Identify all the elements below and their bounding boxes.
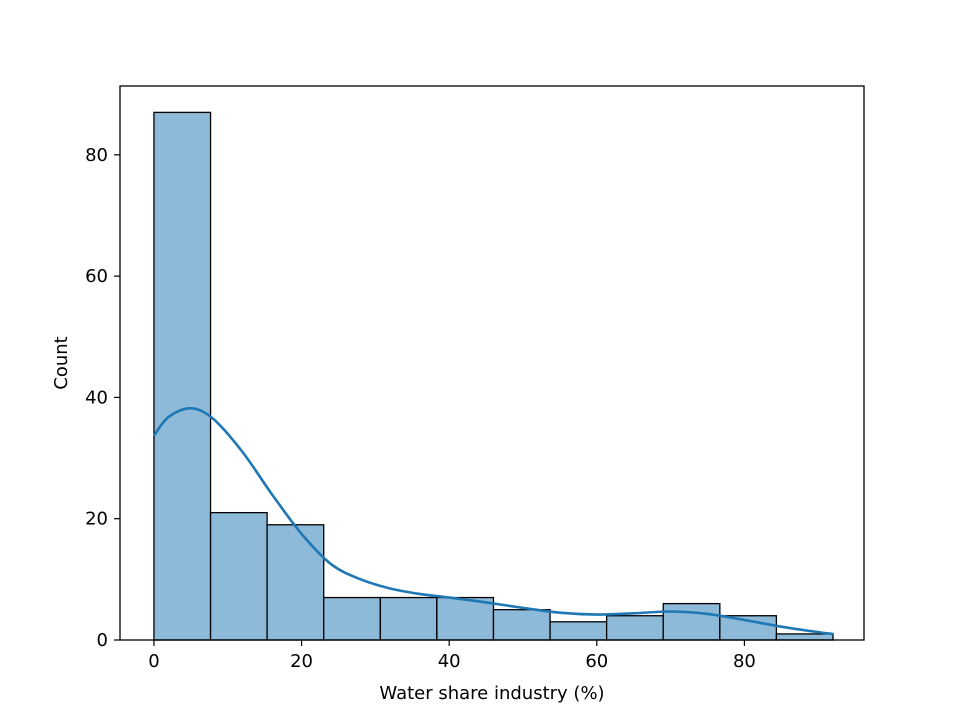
histogram-bar: [549, 621, 608, 641]
histogram-bar: [209, 511, 268, 641]
histogram-bar: [379, 596, 438, 641]
histogram-bar: [662, 602, 721, 641]
x-tick-label: 20: [290, 651, 313, 672]
x-axis-ticks: 0 20 40 60 80: [148, 640, 756, 672]
bars-layer: [153, 111, 834, 641]
x-tick-label: 80: [733, 651, 756, 672]
y-tick-label: 60: [85, 266, 108, 287]
y-axis-ticks: 0 20 40 60 80: [85, 145, 120, 651]
x-tick-label: 60: [585, 651, 608, 672]
histogram-bar: [323, 596, 381, 641]
x-axis-label: Water share industry (%): [379, 683, 604, 704]
y-tick-label: 80: [85, 145, 108, 166]
histogram-bar: [775, 633, 834, 641]
plot-frame: [119, 85, 865, 641]
y-tick-label: 0: [97, 630, 108, 651]
histogram-bar: [266, 524, 325, 641]
y-axis-label: Count: [51, 336, 72, 389]
kde-curve: [152, 407, 834, 636]
histogram-bar: [153, 111, 212, 641]
x-tick-label: 40: [438, 651, 461, 672]
histogram-bar: [492, 609, 551, 641]
histogram-bar: [605, 615, 664, 641]
histogram-bar: [436, 596, 495, 641]
y-tick-label: 20: [85, 509, 108, 530]
x-tick-label: 0: [148, 651, 159, 672]
y-tick-label: 40: [85, 387, 108, 408]
